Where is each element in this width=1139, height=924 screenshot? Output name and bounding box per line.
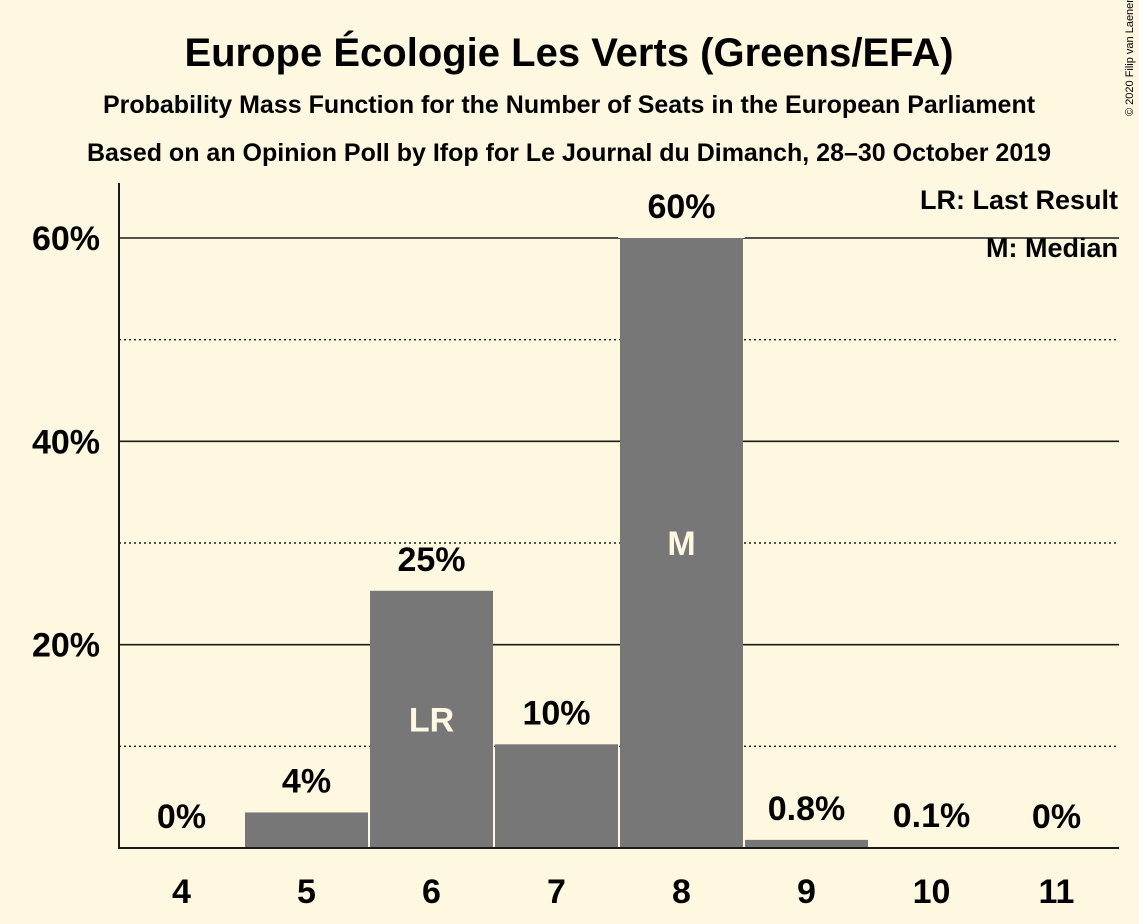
median-bar-cap bbox=[618, 235, 745, 238]
gridlines bbox=[119, 237, 1119, 748]
x-tick-label: 11 bbox=[1039, 873, 1075, 911]
marker-label-m: M bbox=[667, 525, 695, 563]
bar-seats-9 bbox=[745, 839, 868, 848]
bar-seats-7 bbox=[495, 744, 618, 848]
data-label-seats-7: 10% bbox=[522, 694, 590, 732]
x-tick-label: 5 bbox=[297, 873, 316, 911]
marker-label-lr: LR bbox=[409, 701, 454, 739]
x-tick-label: 7 bbox=[547, 873, 566, 911]
legend-median: M: Median bbox=[986, 233, 1118, 263]
marker-labels: LR M bbox=[409, 525, 696, 739]
x-axis-ticks: 4 5 6 7 8 9 10 11 bbox=[172, 873, 1074, 911]
data-label-seats-10: 0.1% bbox=[893, 797, 971, 835]
y-tick-label: 40% bbox=[32, 423, 100, 461]
legend-last-result: LR: Last Result bbox=[920, 185, 1118, 215]
data-labels: 0% 4% 25% 10% 60% 0.8% 0.1% 0% bbox=[157, 188, 1081, 836]
data-label-seats-5: 4% bbox=[282, 762, 331, 800]
bar-seats-5 bbox=[245, 812, 368, 848]
x-tick-label: 9 bbox=[797, 873, 816, 911]
data-label-seats-4: 0% bbox=[157, 798, 206, 836]
bar-seats-8 bbox=[620, 238, 743, 848]
y-tick-label: 20% bbox=[32, 627, 100, 665]
chart-subtitle-source: Based on an Opinion Poll by Ifop for Le … bbox=[87, 139, 1051, 167]
bar-seats-6 bbox=[370, 590, 493, 848]
data-label-seats-11: 0% bbox=[1032, 798, 1081, 836]
copyright-credit: © 2020 Filip van Laenen bbox=[1124, 0, 1136, 116]
chart-title: Europe Écologie Les Verts (Greens/EFA) bbox=[184, 30, 953, 75]
y-tick-label: 60% bbox=[32, 220, 100, 258]
data-label-seats-8: 60% bbox=[647, 188, 715, 226]
x-tick-label: 8 bbox=[672, 873, 691, 911]
x-tick-label: 6 bbox=[422, 873, 441, 911]
chart-subtitle: Probability Mass Function for the Number… bbox=[103, 91, 1036, 119]
x-tick-label: 10 bbox=[913, 873, 951, 911]
data-label-seats-6: 25% bbox=[397, 541, 465, 579]
data-label-seats-9: 0.8% bbox=[768, 790, 846, 828]
y-axis-ticks: 20% 40% 60% bbox=[32, 220, 100, 665]
x-tick-label: 4 bbox=[172, 873, 191, 911]
bars bbox=[245, 235, 993, 848]
